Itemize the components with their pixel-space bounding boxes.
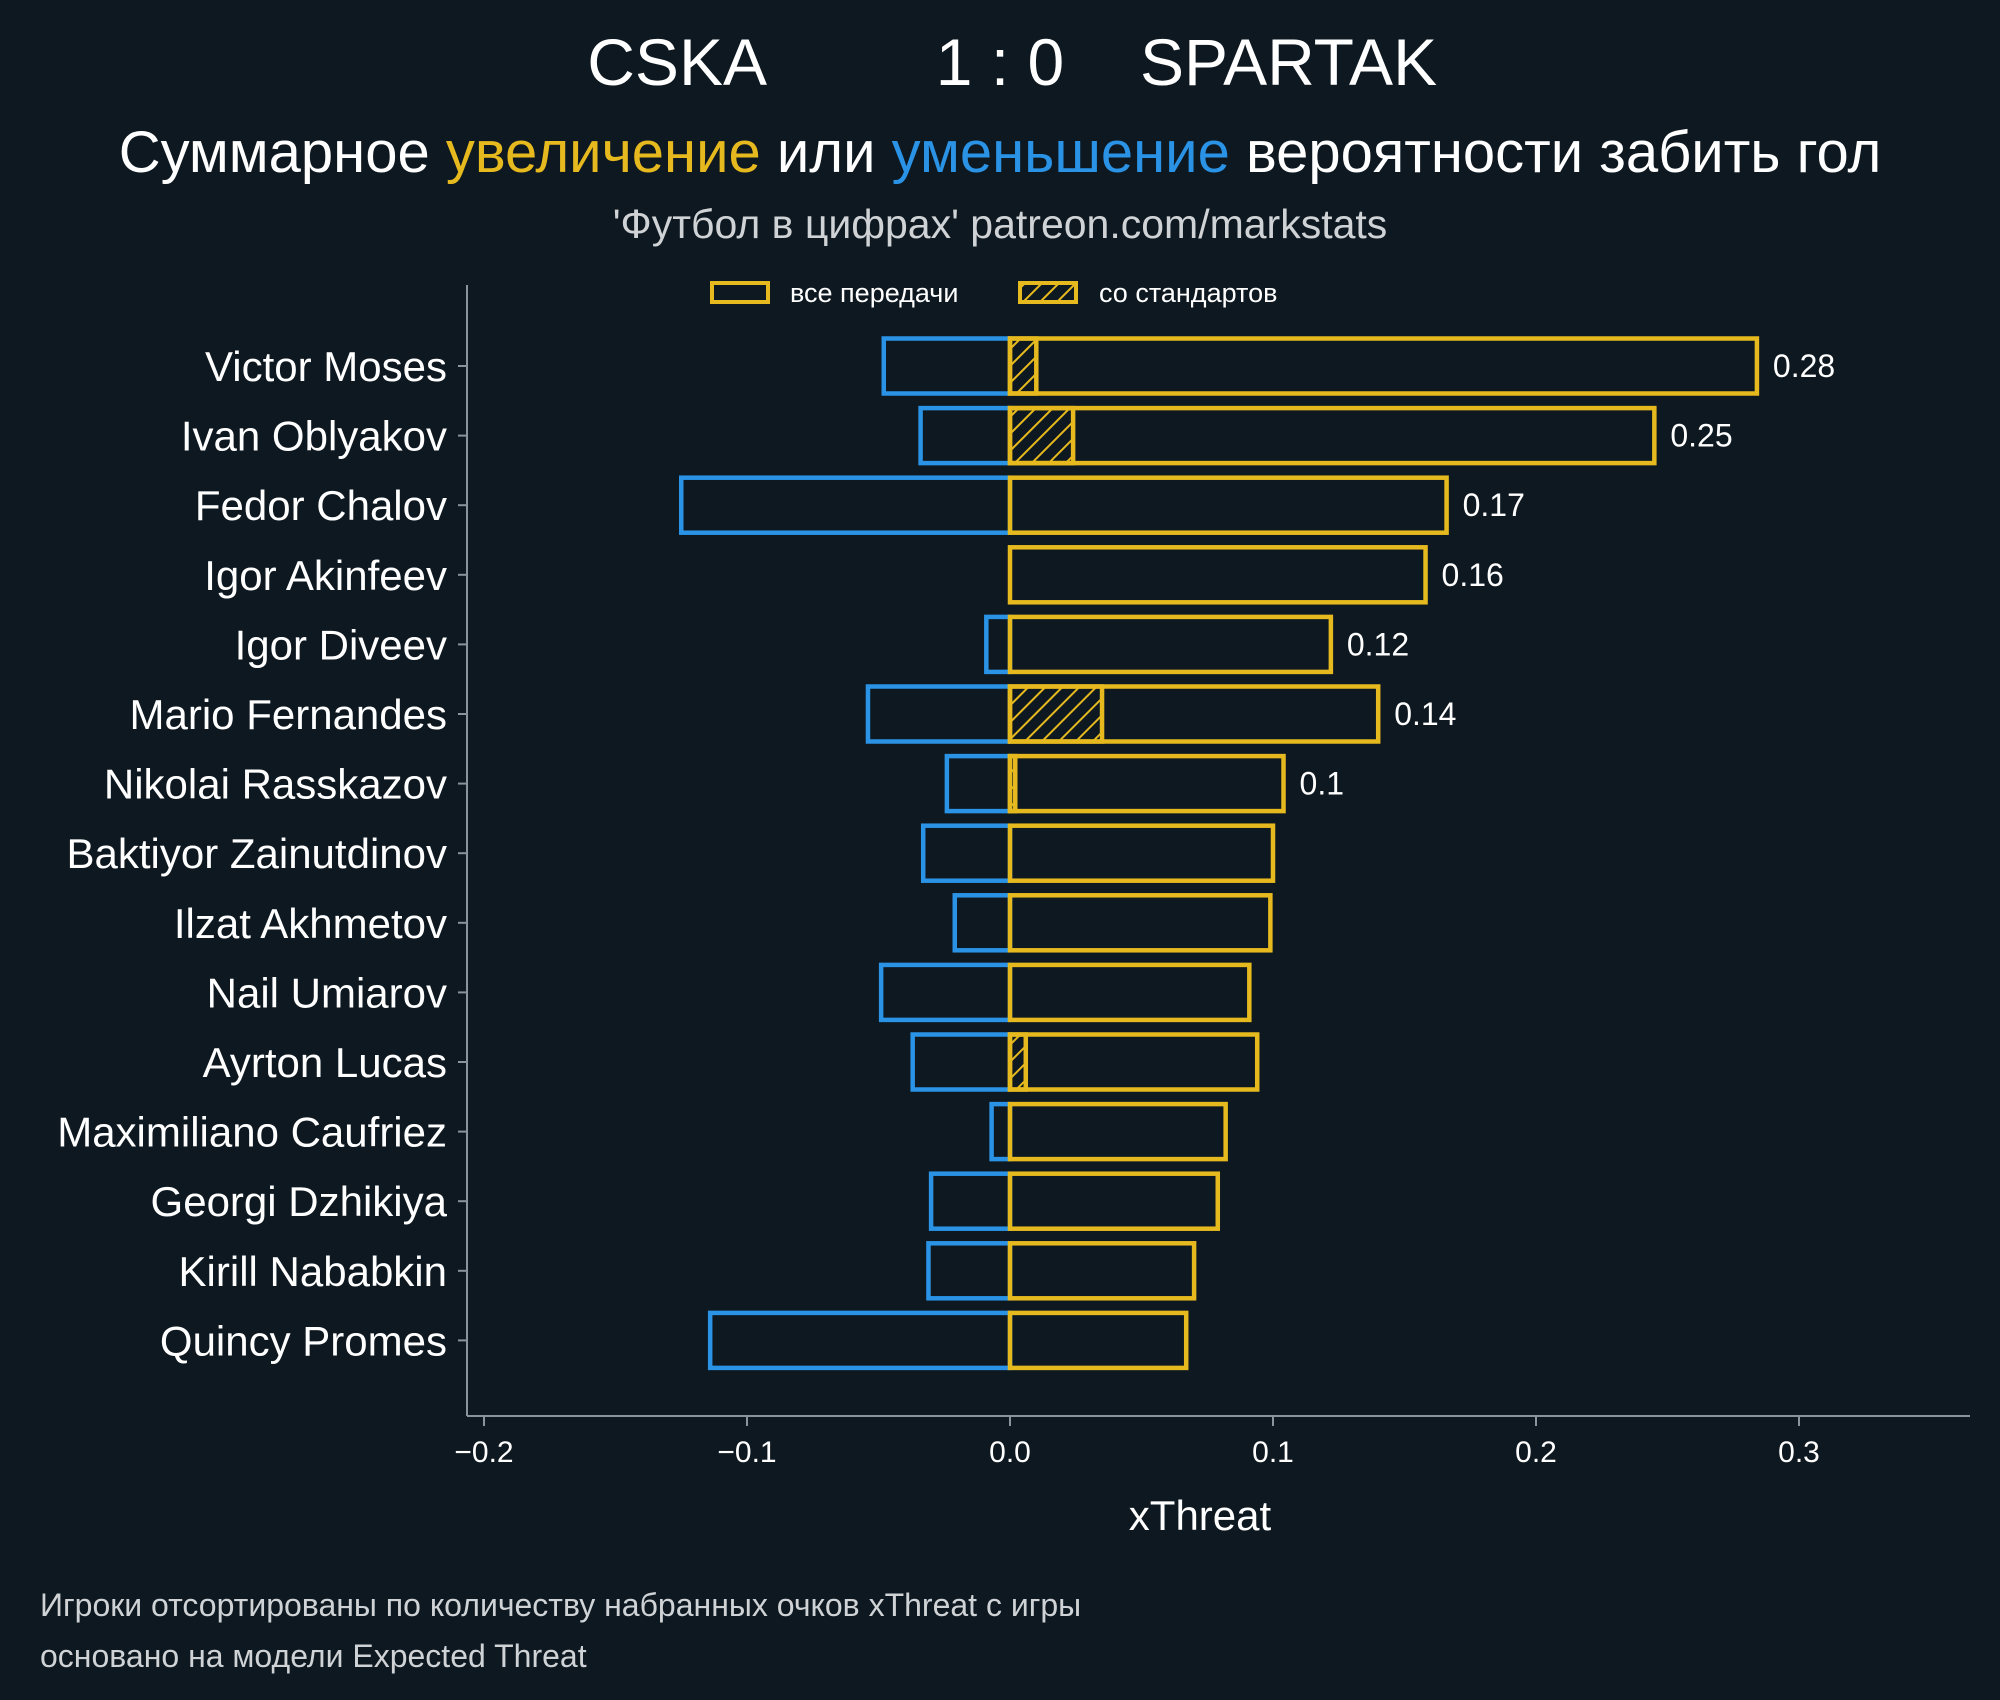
y-label: Igor Akinfeev xyxy=(204,552,447,599)
legend-swatch-all-passes xyxy=(710,281,770,304)
y-label: Baktiyor Zainutdinov xyxy=(66,830,447,877)
bar-set-pieces xyxy=(1007,684,1105,744)
x-axis-label: xThreat xyxy=(1129,1492,1272,1539)
subtitle-increase: увеличение xyxy=(446,120,761,185)
bar-increase xyxy=(1007,475,1449,535)
bar-increase xyxy=(1007,684,1381,744)
bar-increase xyxy=(1007,1241,1197,1301)
x-tick-label: 0.1 xyxy=(1252,1436,1294,1469)
y-label: Ilzat Akhmetov xyxy=(174,900,447,947)
x-tick-label: −0.1 xyxy=(717,1436,776,1469)
team-home: CSKA xyxy=(587,25,767,99)
bar-decrease xyxy=(918,405,1013,466)
bar-increase xyxy=(1007,753,1286,814)
bar-set-pieces xyxy=(1007,405,1076,466)
credit: 'Футбол в цифрах' patreon.com/markstats xyxy=(613,201,1388,247)
x-tick-label: 0.2 xyxy=(1515,1436,1557,1469)
bar-decrease xyxy=(910,1032,1013,1092)
bar-increase xyxy=(1007,1032,1260,1092)
bar-increase xyxy=(1007,962,1252,1023)
bar-decrease xyxy=(944,753,1013,814)
footnote-line1: Игроки отсортированы по количеству набра… xyxy=(40,1587,1081,1623)
bar-increase xyxy=(1007,336,1760,396)
value-label: 0.28 xyxy=(1773,348,1835,384)
bar-decrease xyxy=(881,336,1013,396)
y-label: Nikolai Rasskazov xyxy=(104,761,447,808)
score: 1 : 0 xyxy=(936,25,1064,99)
bar-increase xyxy=(1007,614,1334,675)
bar-increase xyxy=(1007,1171,1221,1231)
y-label: Nail Umiarov xyxy=(207,969,447,1016)
y-label: Georgi Dzhikiya xyxy=(151,1178,448,1225)
y-label: Kirill Nababkin xyxy=(179,1248,447,1295)
value-label: 0.16 xyxy=(1442,557,1504,593)
team-away: SPARTAK xyxy=(1140,25,1437,99)
bar-decrease xyxy=(984,614,1013,675)
x-tick-label: 0.0 xyxy=(989,1436,1031,1469)
value-label: 0.25 xyxy=(1670,418,1732,454)
bar-increase xyxy=(1007,1310,1189,1371)
legend-label-set-pieces: со стандартов xyxy=(1099,278,1277,308)
legend-swatch-set-pieces xyxy=(1018,281,1078,304)
x-tick-label: −0.2 xyxy=(454,1436,513,1469)
bar-decrease xyxy=(865,684,1013,744)
value-labels-group: 0.28 0.25 0.17 0.16 0.12 0.14 0.1 xyxy=(1300,348,1836,802)
bar-decrease xyxy=(952,893,1013,953)
subtitle-part1: Суммарное xyxy=(119,120,446,185)
y-label: Quincy Promes xyxy=(160,1317,447,1364)
x-axis: −0.2 −0.1 0.0 0.1 0.2 0.3 xyxy=(454,285,1970,1469)
bar-increase xyxy=(1007,545,1428,605)
value-label: 0.1 xyxy=(1300,766,1344,802)
y-label: Mario Fernandes xyxy=(130,691,447,738)
bar-decrease xyxy=(989,1101,1013,1162)
subtitle-part3: вероятности забить гол xyxy=(1246,120,1881,185)
bar-set-pieces xyxy=(1007,1032,1029,1092)
y-label: Igor Diveev xyxy=(235,621,447,668)
y-label: Ayrton Lucas xyxy=(203,1039,447,1086)
subtitle-part2: или xyxy=(777,120,892,185)
bar-increase xyxy=(1007,405,1657,466)
legend-label-all-passes: все передачи xyxy=(790,278,958,308)
value-label: 0.17 xyxy=(1463,487,1525,523)
bar-decrease xyxy=(920,823,1013,883)
subtitle-decrease: уменьшение xyxy=(892,120,1230,185)
footnote-line2: основано на модели Expected Threat xyxy=(40,1638,587,1674)
bar-decrease xyxy=(878,962,1013,1023)
bars-group xyxy=(679,336,1760,1371)
y-label: Victor Moses xyxy=(205,343,447,390)
value-label: 0.14 xyxy=(1394,696,1456,732)
bar-increase xyxy=(1007,823,1276,883)
bar-set-pieces xyxy=(1007,336,1039,396)
y-labels-group: Victor Moses Ivan Oblyakov Fedor Chalov Igo… xyxy=(57,343,467,1364)
bar-increase xyxy=(1007,1101,1228,1162)
bar-decrease xyxy=(679,475,1013,535)
x-tick-label: 0.3 xyxy=(1778,1436,1820,1469)
bar-decrease xyxy=(926,1241,1013,1301)
y-label: Maximiliano Caufriez xyxy=(57,1109,447,1156)
bar-increase xyxy=(1007,893,1273,953)
bar-decrease xyxy=(928,1171,1013,1231)
value-label: 0.12 xyxy=(1347,626,1409,662)
y-label: Ivan Oblyakov xyxy=(181,413,447,460)
subtitle: Суммарное увеличение или уменьшение веро… xyxy=(119,120,1882,185)
y-label: Fedor Chalov xyxy=(195,482,447,529)
bar-decrease xyxy=(707,1310,1013,1371)
